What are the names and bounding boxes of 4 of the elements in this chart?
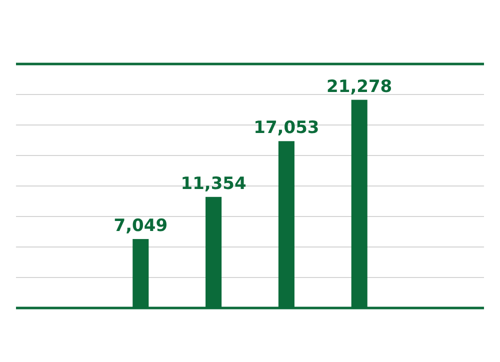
data-label: 11,354 xyxy=(180,174,247,194)
data-label: 7,049 xyxy=(114,216,168,236)
data-label: 17,053 xyxy=(254,118,320,138)
data-label: 21,278 xyxy=(326,76,392,97)
